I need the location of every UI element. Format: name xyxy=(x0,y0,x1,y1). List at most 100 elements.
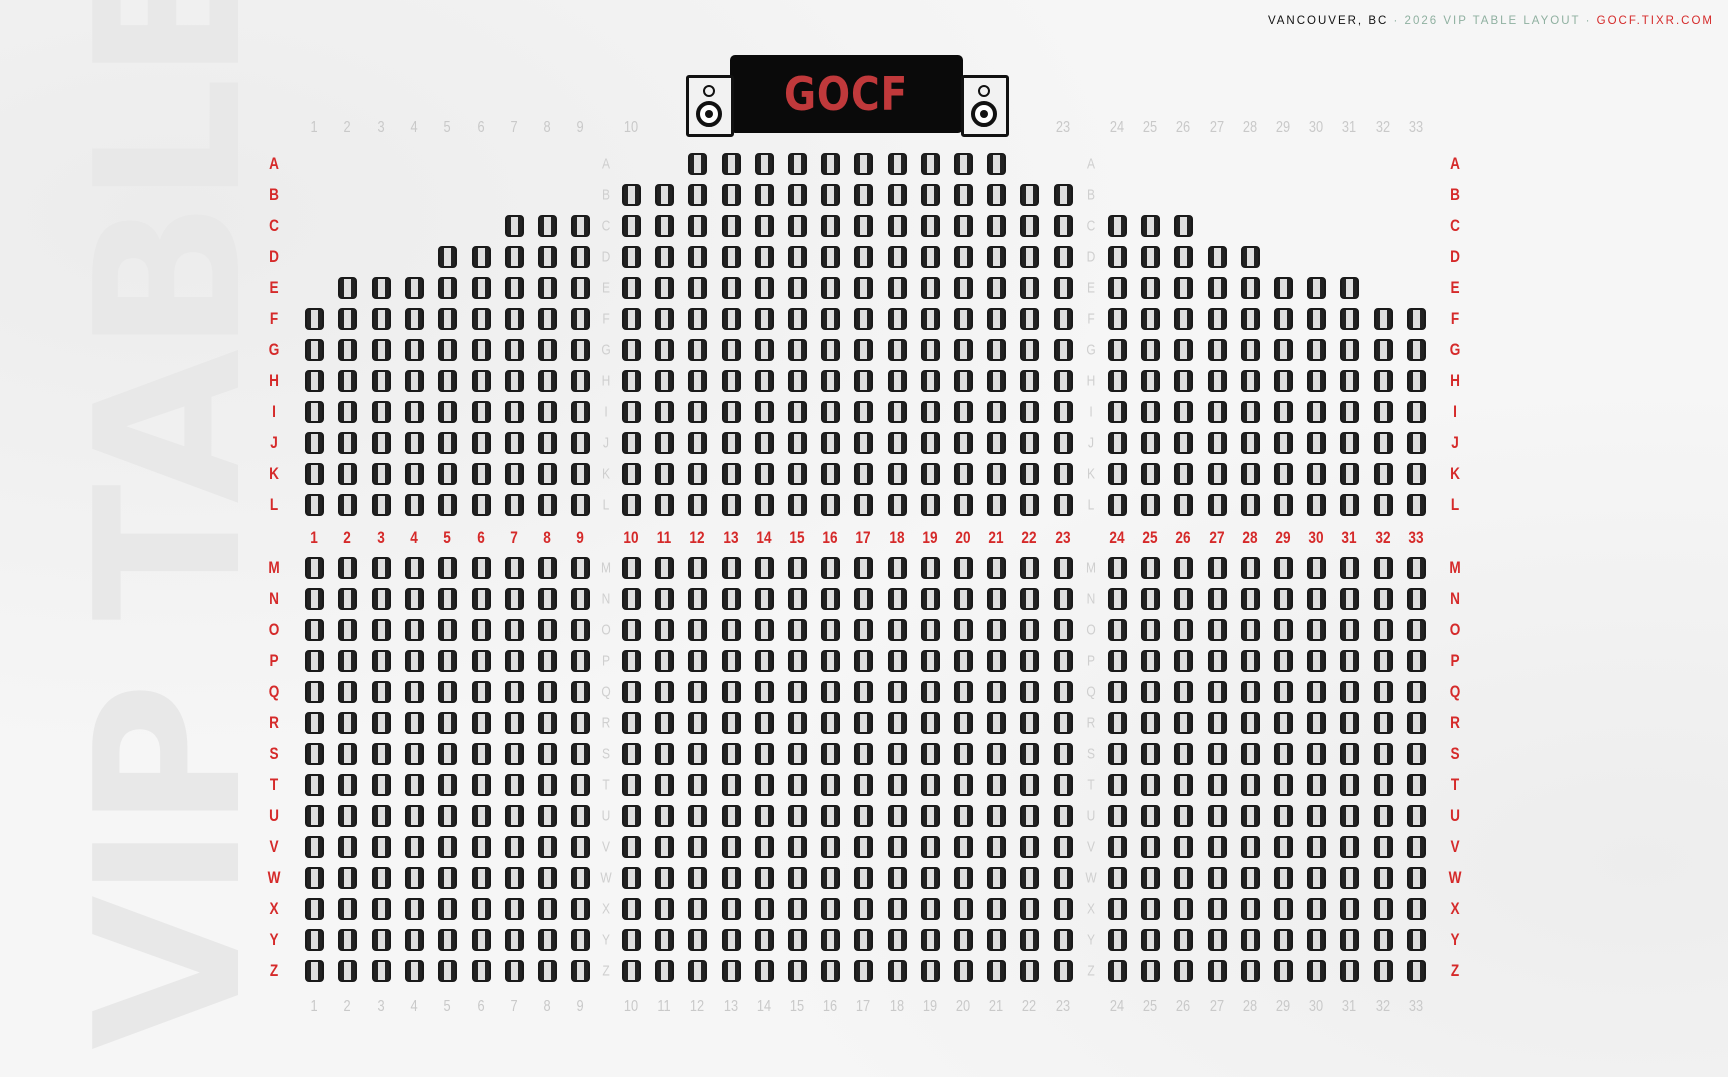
table-seat-F6[interactable] xyxy=(471,308,491,330)
table-seat-F28[interactable] xyxy=(1240,308,1260,330)
table-seat-I22[interactable] xyxy=(1020,401,1040,423)
table-seat-H28[interactable] xyxy=(1240,370,1260,392)
table-seat-S5[interactable] xyxy=(438,743,458,765)
table-seat-O22[interactable] xyxy=(1020,619,1040,641)
table-seat-U30[interactable] xyxy=(1307,805,1327,827)
table-seat-S30[interactable] xyxy=(1307,743,1327,765)
table-seat-R10[interactable] xyxy=(622,712,641,734)
table-seat-G6[interactable] xyxy=(471,339,491,361)
table-seat-N20[interactable] xyxy=(954,588,973,610)
table-seat-O23[interactable] xyxy=(1053,619,1073,641)
table-seat-P2[interactable] xyxy=(338,650,358,672)
table-seat-Q11[interactable] xyxy=(655,681,675,703)
table-seat-R15[interactable] xyxy=(788,712,807,734)
table-seat-C21[interactable] xyxy=(987,215,1007,237)
table-seat-Y22[interactable] xyxy=(1020,929,1040,951)
table-seat-O15[interactable] xyxy=(788,619,807,641)
table-seat-K30[interactable] xyxy=(1307,463,1327,485)
table-seat-Q27[interactable] xyxy=(1207,681,1227,703)
table-seat-O31[interactable] xyxy=(1340,619,1360,641)
table-seat-I29[interactable] xyxy=(1274,401,1293,423)
table-seat-T24[interactable] xyxy=(1108,774,1127,796)
table-seat-V7[interactable] xyxy=(504,836,524,858)
table-seat-U28[interactable] xyxy=(1240,805,1260,827)
table-seat-C19[interactable] xyxy=(920,215,940,237)
table-seat-N13[interactable] xyxy=(721,588,741,610)
table-seat-J31[interactable] xyxy=(1340,432,1360,454)
table-seat-O5[interactable] xyxy=(438,619,458,641)
table-seat-D6[interactable] xyxy=(471,246,491,268)
table-seat-E3[interactable] xyxy=(371,277,391,299)
table-seat-K23[interactable] xyxy=(1053,463,1073,485)
table-seat-V27[interactable] xyxy=(1207,836,1227,858)
table-seat-E9[interactable] xyxy=(571,277,591,299)
table-seat-D13[interactable] xyxy=(721,246,741,268)
table-seat-R16[interactable] xyxy=(821,712,841,734)
table-seat-E2[interactable] xyxy=(338,277,358,299)
table-seat-H1[interactable] xyxy=(305,370,324,392)
table-seat-N1[interactable] xyxy=(305,588,324,610)
table-seat-H31[interactable] xyxy=(1340,370,1360,392)
table-seat-V26[interactable] xyxy=(1174,836,1194,858)
table-seat-I8[interactable] xyxy=(538,401,558,423)
table-seat-Y32[interactable] xyxy=(1373,929,1393,951)
table-seat-F10[interactable] xyxy=(622,308,641,330)
table-seat-A18[interactable] xyxy=(887,153,907,175)
table-seat-T25[interactable] xyxy=(1141,774,1161,796)
table-seat-S9[interactable] xyxy=(571,743,591,765)
table-seat-L30[interactable] xyxy=(1307,494,1327,516)
table-seat-J11[interactable] xyxy=(655,432,675,454)
table-seat-X4[interactable] xyxy=(404,898,424,920)
table-seat-Z12[interactable] xyxy=(688,960,708,982)
table-seat-V10[interactable] xyxy=(622,836,641,858)
table-seat-D21[interactable] xyxy=(987,246,1007,268)
table-seat-U14[interactable] xyxy=(754,805,774,827)
table-seat-K3[interactable] xyxy=(371,463,391,485)
table-seat-G18[interactable] xyxy=(887,339,907,361)
table-seat-X21[interactable] xyxy=(987,898,1007,920)
table-seat-K28[interactable] xyxy=(1240,463,1260,485)
table-seat-H19[interactable] xyxy=(920,370,940,392)
table-seat-D19[interactable] xyxy=(920,246,940,268)
table-seat-N8[interactable] xyxy=(538,588,558,610)
table-seat-I26[interactable] xyxy=(1174,401,1194,423)
table-seat-D22[interactable] xyxy=(1020,246,1040,268)
table-seat-C14[interactable] xyxy=(754,215,774,237)
table-seat-I9[interactable] xyxy=(571,401,591,423)
table-seat-H26[interactable] xyxy=(1174,370,1194,392)
table-seat-O2[interactable] xyxy=(338,619,358,641)
table-seat-O10[interactable] xyxy=(622,619,641,641)
table-seat-R13[interactable] xyxy=(721,712,741,734)
table-seat-U19[interactable] xyxy=(920,805,940,827)
table-seat-G21[interactable] xyxy=(987,339,1007,361)
table-seat-S31[interactable] xyxy=(1340,743,1360,765)
table-seat-R8[interactable] xyxy=(538,712,558,734)
table-seat-S7[interactable] xyxy=(504,743,524,765)
table-seat-U27[interactable] xyxy=(1207,805,1227,827)
table-seat-Y14[interactable] xyxy=(754,929,774,951)
table-seat-C8[interactable] xyxy=(538,215,558,237)
table-seat-K9[interactable] xyxy=(571,463,591,485)
table-seat-V9[interactable] xyxy=(571,836,591,858)
table-seat-I13[interactable] xyxy=(721,401,741,423)
table-seat-E17[interactable] xyxy=(854,277,874,299)
table-seat-D10[interactable] xyxy=(622,246,641,268)
table-seat-U20[interactable] xyxy=(954,805,973,827)
table-seat-K4[interactable] xyxy=(404,463,424,485)
table-seat-V6[interactable] xyxy=(471,836,491,858)
table-seat-W15[interactable] xyxy=(788,867,807,889)
table-seat-P7[interactable] xyxy=(504,650,524,672)
table-seat-I2[interactable] xyxy=(338,401,358,423)
table-seat-E10[interactable] xyxy=(622,277,641,299)
table-seat-X14[interactable] xyxy=(754,898,774,920)
table-seat-S21[interactable] xyxy=(987,743,1007,765)
table-seat-B21[interactable] xyxy=(987,184,1007,206)
table-seat-H8[interactable] xyxy=(538,370,558,392)
table-seat-L6[interactable] xyxy=(471,494,491,516)
table-seat-E24[interactable] xyxy=(1108,277,1127,299)
table-seat-F1[interactable] xyxy=(305,308,324,330)
table-seat-G25[interactable] xyxy=(1141,339,1161,361)
table-seat-X23[interactable] xyxy=(1053,898,1073,920)
table-seat-N4[interactable] xyxy=(404,588,424,610)
table-seat-T32[interactable] xyxy=(1373,774,1393,796)
